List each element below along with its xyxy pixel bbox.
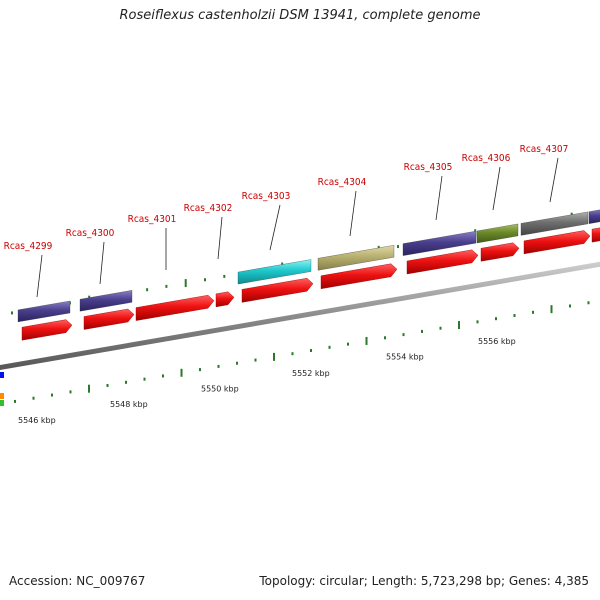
gene-label: Rcas_4300 — [66, 228, 115, 239]
scale-label: 5548 kbp — [110, 400, 148, 409]
cds-arrow — [523, 230, 591, 255]
map-title: Roseiflexus castenholzii DSM 13941, comp… — [119, 8, 481, 23]
gene-label: Rcas_4299 — [4, 241, 53, 252]
label-leader-line — [549, 157, 559, 203]
label-leader-line — [492, 166, 501, 211]
scale-label: 5546 kbp — [18, 416, 56, 425]
cds-arrow — [480, 242, 520, 262]
cds-arrow — [215, 291, 235, 308]
cds-arrow — [83, 308, 135, 330]
scale-label: 5556 kbp — [478, 337, 516, 346]
cds-arrow — [406, 249, 479, 275]
gene-label: Rcas_4306 — [462, 153, 511, 164]
gene-label: Rcas_4307 — [520, 144, 569, 155]
cds-arrow — [320, 263, 398, 290]
scale-label: 5552 kbp — [292, 369, 330, 378]
accession-label: Accession: NC_009767 — [9, 574, 146, 588]
cog-bar — [17, 300, 71, 323]
cog-bar — [588, 209, 600, 224]
gene-label: Rcas_4301 — [128, 214, 177, 225]
label-leader-line — [36, 254, 43, 298]
partial-feature — [0, 400, 4, 406]
cog-bar — [317, 245, 395, 271]
label-leader-line — [217, 216, 223, 260]
partial-feature — [0, 393, 4, 399]
scale-label: 5550 kbp — [201, 384, 239, 393]
label-leader-line — [269, 204, 281, 251]
cds-arrow — [21, 319, 73, 341]
cog-bar — [520, 211, 589, 236]
cog-bar — [237, 259, 312, 285]
genome-backbone — [0, 261, 600, 370]
partial-feature — [0, 372, 4, 378]
cog-bar — [476, 223, 519, 244]
cds-arrow — [241, 277, 314, 303]
label-leader-line — [435, 175, 443, 221]
gene-label: Rcas_4303 — [242, 191, 291, 202]
gene-label: Rcas_4304 — [318, 177, 367, 188]
gene-label: Rcas_4302 — [184, 203, 233, 214]
cog-bar — [402, 230, 477, 256]
label-leader-line — [99, 241, 105, 285]
genome-summary: Topology: circular; Length: 5,723,298 bp… — [259, 574, 589, 588]
label-leader-line — [349, 190, 357, 237]
gene-label: Rcas_4305 — [404, 162, 453, 173]
cds-arrow — [135, 295, 215, 321]
cog-bar — [79, 290, 133, 312]
scale-label: 5554 kbp — [386, 353, 424, 362]
cds-arrow — [591, 227, 600, 243]
